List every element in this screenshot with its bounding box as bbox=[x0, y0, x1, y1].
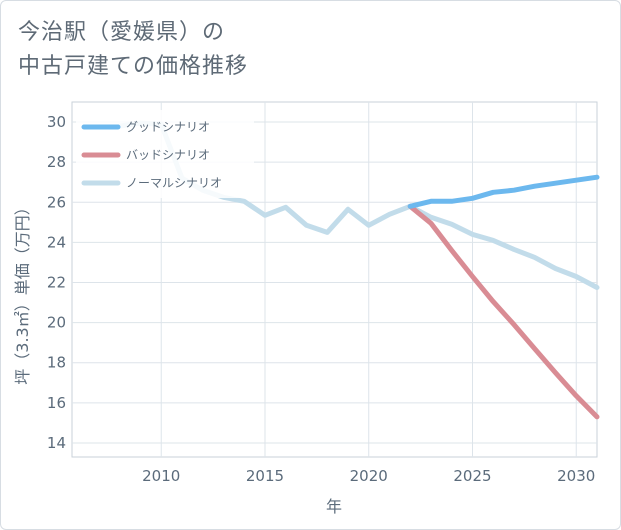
y-tick-label: 26 bbox=[47, 193, 66, 211]
x-axis-label: 年 bbox=[326, 497, 342, 516]
axis-ticks: 2010 2015 2020 2025 2030 14 16 18 20 22 24 26 28 30 bbox=[47, 113, 595, 485]
y-tick-label: 28 bbox=[47, 153, 66, 171]
legend-label: ノーマルシナリオ bbox=[126, 176, 222, 190]
legend-label: グッドシナリオ bbox=[126, 120, 210, 134]
y-tick-label: 30 bbox=[47, 113, 66, 131]
chart-title-line1: 今治駅（愛媛県）の bbox=[18, 20, 226, 45]
y-tick-label: 18 bbox=[47, 354, 66, 372]
y-tick-label: 16 bbox=[47, 394, 66, 412]
x-tick-label: 2010 bbox=[142, 467, 180, 485]
series-line-2 bbox=[407, 203, 600, 420]
y-axis-label: 坪（3.3㎡）単価（万円） bbox=[13, 199, 32, 384]
x-tick-label: 2020 bbox=[350, 467, 388, 485]
legend-label: バッドシナリオ bbox=[126, 148, 210, 162]
y-tick-label: 14 bbox=[47, 434, 66, 452]
x-tick-label: 2030 bbox=[557, 467, 595, 485]
y-tick-label: 24 bbox=[47, 233, 66, 251]
chart-title: 今治駅（愛媛県）の 中古戸建ての価格推移 bbox=[18, 16, 248, 84]
series-line-1 bbox=[407, 174, 600, 209]
chart-title-line2: 中古戸建ての価格推移 bbox=[18, 54, 249, 79]
x-tick-label: 2025 bbox=[453, 467, 491, 485]
y-tick-label: 22 bbox=[47, 274, 66, 292]
grid-lines bbox=[72, 102, 597, 457]
y-tick-label: 20 bbox=[47, 314, 66, 332]
x-tick-label: 2015 bbox=[246, 467, 284, 485]
